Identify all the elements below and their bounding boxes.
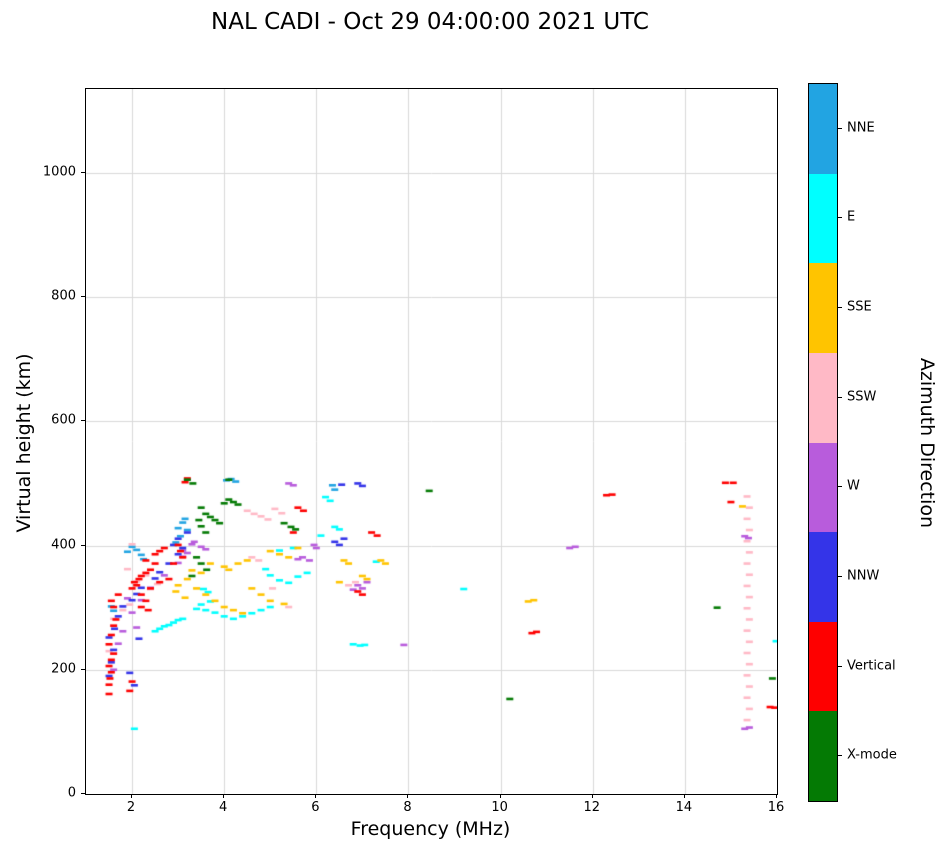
x-tick-mark (131, 794, 133, 798)
colorbar-label-nne: NNE (847, 120, 875, 136)
colorbar (808, 83, 838, 802)
colorbar-label-e: E (847, 209, 856, 225)
colorbar-label-vertical: Vertical (847, 658, 896, 674)
x-axis-label: Frequency (MHz) (350, 818, 511, 840)
colorbar-segment-x-mode (809, 711, 837, 801)
y-tick-label: 1000 (42, 164, 76, 180)
colorbar-segment-vertical (809, 621, 837, 712)
plot-area (85, 88, 778, 795)
y-tick-mark (81, 544, 85, 546)
y-tick-mark (81, 296, 85, 298)
colorbar-label-w: W (847, 478, 860, 494)
x-tick-mark (683, 794, 685, 798)
x-tick-mark (223, 794, 225, 798)
colorbar-tick-mark (838, 396, 842, 398)
colorbar-tick-mark (838, 575, 842, 577)
colorbar-segment-w (809, 442, 837, 533)
colorbar-title: Azimuth Direction (916, 357, 938, 529)
x-tick-label: 6 (311, 800, 320, 815)
colorbar-tick-mark (838, 665, 842, 667)
colorbar-label-sse: SSE (847, 299, 872, 315)
colorbar-tick-mark (838, 217, 842, 219)
colorbar-segment-e (809, 173, 837, 264)
y-tick-mark (81, 793, 85, 794)
x-tick-label: 8 (403, 800, 412, 815)
x-tick-label: 2 (126, 800, 136, 815)
y-tick-label: 200 (51, 661, 76, 677)
y-tick-label: 400 (51, 537, 76, 553)
x-tick-label: 16 (767, 800, 785, 815)
x-tick-label: 12 (583, 800, 600, 815)
y-tick-mark (81, 668, 85, 670)
y-tick-label: 600 (51, 412, 76, 428)
colorbar-tick-mark (838, 127, 842, 129)
colorbar-label-ssw: SSW (847, 389, 877, 405)
colorbar-tick-mark (838, 307, 842, 309)
x-tick-label: 4 (219, 800, 228, 815)
colorbar-label-x-mode: X-mode (847, 747, 897, 763)
colorbar-tick-mark (838, 486, 842, 488)
x-tick-label: 10 (491, 800, 508, 815)
x-tick-mark (315, 794, 317, 798)
colorbar-segment-nnw (809, 532, 837, 622)
colorbar-segment-sse (809, 263, 837, 353)
colorbar-label-nnw: NNW (847, 568, 880, 584)
x-tick-mark (591, 794, 593, 798)
y-tick-label: 800 (51, 288, 76, 304)
y-axis-label: Virtual height (km) (13, 353, 35, 533)
colorbar-segment-nne (809, 84, 837, 174)
scatter-canvas (86, 89, 777, 794)
colorbar-tick-mark (838, 755, 842, 757)
chart-title: NAL CADI - Oct 29 04:00:00 2021 UTC (211, 9, 649, 35)
x-tick-mark (776, 794, 777, 798)
x-tick-mark (499, 794, 501, 798)
y-tick-mark (81, 420, 85, 422)
y-tick-label: 0 (67, 785, 76, 801)
colorbar-segment-ssw (809, 352, 837, 443)
x-tick-mark (407, 794, 409, 798)
x-tick-label: 14 (675, 800, 693, 815)
y-tick-mark (81, 171, 85, 173)
